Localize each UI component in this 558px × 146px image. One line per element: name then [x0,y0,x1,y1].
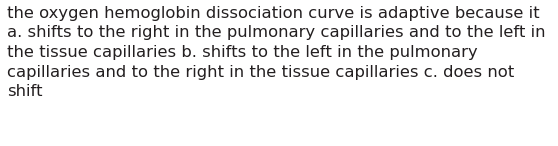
Text: the oxygen hemoglobin dissociation curve is adaptive because it
a. shifts to the: the oxygen hemoglobin dissociation curve… [7,6,546,99]
